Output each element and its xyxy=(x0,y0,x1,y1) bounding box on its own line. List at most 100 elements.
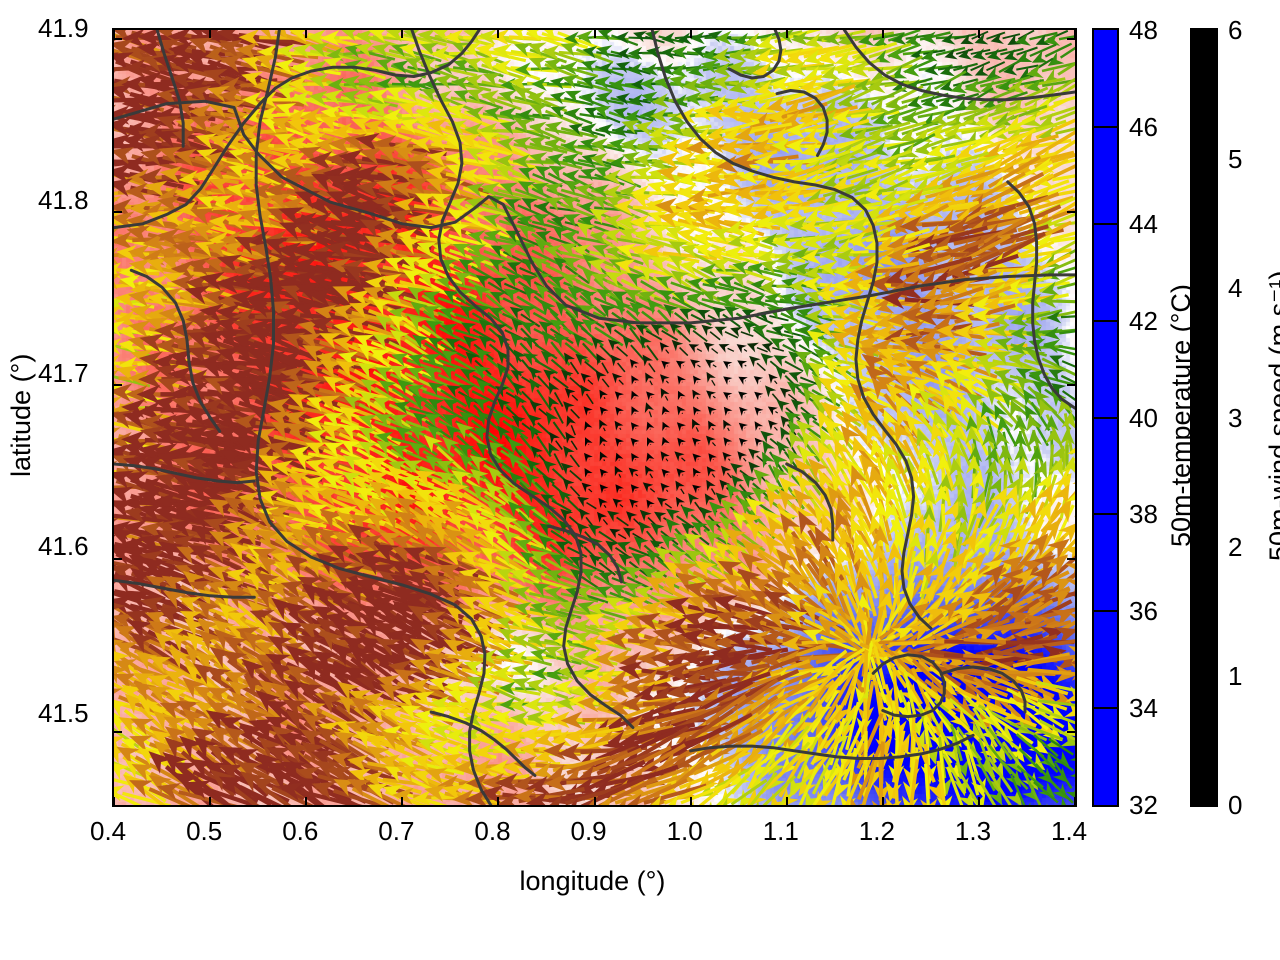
ytick-label-41.5: 41.5 xyxy=(38,698,89,728)
xtick-mark-0.9 xyxy=(593,797,596,806)
xtick-label-0.8: 0.8 xyxy=(474,816,511,846)
wind-speed-colorbar-title: 50m-wind speed (m s⁻¹) xyxy=(1264,270,1280,561)
coastline-path xyxy=(254,30,493,805)
cbar-tick-label-wind_speed-3: 3 xyxy=(1228,402,1243,433)
xtick-mark-1.2 xyxy=(881,797,884,806)
xtick-mark-0.6 xyxy=(305,29,308,38)
ytick-mark-41.9 xyxy=(113,37,122,40)
coastline-path xyxy=(650,30,933,630)
xtick-mark-1.1 xyxy=(785,797,788,806)
xtick-mark-0.4 xyxy=(113,797,115,806)
xtick-mark-0.6 xyxy=(305,797,308,806)
cbar-tick-mark-wind_speed-3 xyxy=(1192,416,1216,419)
cbar-tick-label-wind_speed-0: 0 xyxy=(1228,790,1243,820)
coastline-path xyxy=(1006,180,1075,410)
coastline-path xyxy=(871,653,946,719)
ytick-mark-41.8 xyxy=(1067,211,1076,214)
xtick-mark-1.0 xyxy=(689,797,692,806)
cbar-tick-label-temperature-40: 40 xyxy=(1129,402,1158,433)
ytick-label-41.9: 41.9 xyxy=(38,13,89,43)
cbar-tick-mark-temperature-46 xyxy=(1094,125,1117,128)
xtick-label-1.4: 1.4 xyxy=(1051,816,1088,846)
xtick-mark-1.0 xyxy=(689,29,692,38)
cbar-tick-label-temperature-44: 44 xyxy=(1129,208,1158,239)
xtick-mark-1.1 xyxy=(785,29,788,38)
coastline-path xyxy=(129,268,222,433)
coastline-path xyxy=(114,30,481,230)
xtick-mark-0.5 xyxy=(209,29,212,38)
cbar-tick-mark-temperature-40 xyxy=(1094,416,1117,419)
x-axis-title: longitude (°) xyxy=(519,866,666,896)
coastline-path xyxy=(546,524,623,584)
xtick-mark-0.5 xyxy=(209,797,212,806)
coastline-path xyxy=(114,462,256,485)
xtick-label-1.3: 1.3 xyxy=(954,816,992,846)
cbar-tick-label-wind_speed-5: 5 xyxy=(1228,144,1243,175)
coastline-path xyxy=(775,89,829,157)
cbar-tick-mark-temperature-42 xyxy=(1094,319,1117,322)
xtick-mark-1.2 xyxy=(881,29,884,38)
cbar-tick-label-temperature-34: 34 xyxy=(1129,693,1158,724)
xtick-mark-0.9 xyxy=(593,29,596,38)
cbar-tick-mark-temperature-36 xyxy=(1094,610,1117,613)
cbar-tick-label-temperature-36: 36 xyxy=(1129,596,1158,627)
cbar-tick-mark-wind_speed-5 xyxy=(1192,158,1216,161)
ytick-label-41.6: 41.6 xyxy=(38,531,89,561)
xtick-label-0.5: 0.5 xyxy=(186,816,223,846)
xtick-mark-1.3 xyxy=(977,29,980,38)
xtick-mark-0.7 xyxy=(401,797,404,806)
cbar-tick-label-wind_speed-1: 1 xyxy=(1228,660,1243,691)
coastline-path xyxy=(785,462,835,542)
cbar-tick-mark-wind_speed-4 xyxy=(1192,287,1216,290)
cbar-tick-label-temperature-38: 38 xyxy=(1129,499,1158,530)
coastline-path xyxy=(114,578,256,599)
xtick-mark-0.8 xyxy=(497,29,500,38)
cbar-tick-label-temperature-46: 46 xyxy=(1129,111,1158,142)
y-axis-title: latitude (°) xyxy=(6,353,36,477)
cbar-tick-label-temperature-42: 42 xyxy=(1129,305,1158,336)
xtick-label-0.9: 0.9 xyxy=(570,816,607,846)
cbar-tick-mark-temperature-38 xyxy=(1094,513,1117,516)
ytick-mark-41.6 xyxy=(1067,557,1076,560)
ytick-mark-41.5 xyxy=(113,731,122,734)
xtick-label-1.1: 1.1 xyxy=(762,816,799,846)
xtick-mark-0.8 xyxy=(497,797,500,806)
cbar-tick-mark-wind_speed-2 xyxy=(1192,545,1216,548)
xtick-label-0.6: 0.6 xyxy=(282,816,319,846)
cbar-tick-mark-wind_speed-1 xyxy=(1192,674,1216,677)
ytick-label-41.7: 41.7 xyxy=(38,358,89,388)
ytick-label-41.8: 41.8 xyxy=(38,185,89,215)
coastline-overlay xyxy=(114,30,1075,805)
coastline-path xyxy=(114,99,1075,325)
coastline-path xyxy=(727,30,783,80)
coastline-path xyxy=(842,30,1075,102)
xtick-mark-0.4 xyxy=(113,29,115,38)
map-plot-area[interactable] xyxy=(112,28,1077,807)
ytick-mark-41.6 xyxy=(113,557,122,560)
xtick-label-1.2: 1.2 xyxy=(858,816,895,846)
xtick-label-0.7: 0.7 xyxy=(378,816,415,846)
coastline-path xyxy=(689,733,975,760)
xtick-mark-1.3 xyxy=(977,797,980,806)
coastline-path xyxy=(940,665,1027,714)
coastline-path xyxy=(155,30,185,148)
cbar-tick-mark-temperature-34 xyxy=(1094,707,1117,710)
ytick-mark-41.7 xyxy=(1067,384,1076,387)
xtick-mark-0.7 xyxy=(401,29,404,38)
cbar-tick-label-wind_speed-6: 6 xyxy=(1228,15,1243,45)
cbar-tick-label-wind_speed-4: 4 xyxy=(1228,273,1243,304)
ytick-mark-41.8 xyxy=(113,211,122,214)
cbar-tick-label-wind_speed-2: 2 xyxy=(1228,531,1243,562)
xtick-label-1.0: 1.0 xyxy=(666,816,703,846)
xtick-label-0.4: 0.4 xyxy=(90,816,127,846)
coastline-path xyxy=(429,710,537,777)
ytick-mark-41.5 xyxy=(1067,731,1076,734)
cbar-tick-label-temperature-32: 32 xyxy=(1129,790,1158,820)
ytick-mark-41.9 xyxy=(1067,37,1076,40)
cbar-tick-mark-temperature-44 xyxy=(1094,222,1117,225)
xtick-mark-1.4 xyxy=(1074,797,1076,806)
cbar-tick-label-temperature-48: 48 xyxy=(1129,15,1158,45)
xtick-mark-1.4 xyxy=(1074,29,1076,38)
ytick-mark-41.7 xyxy=(113,384,122,387)
